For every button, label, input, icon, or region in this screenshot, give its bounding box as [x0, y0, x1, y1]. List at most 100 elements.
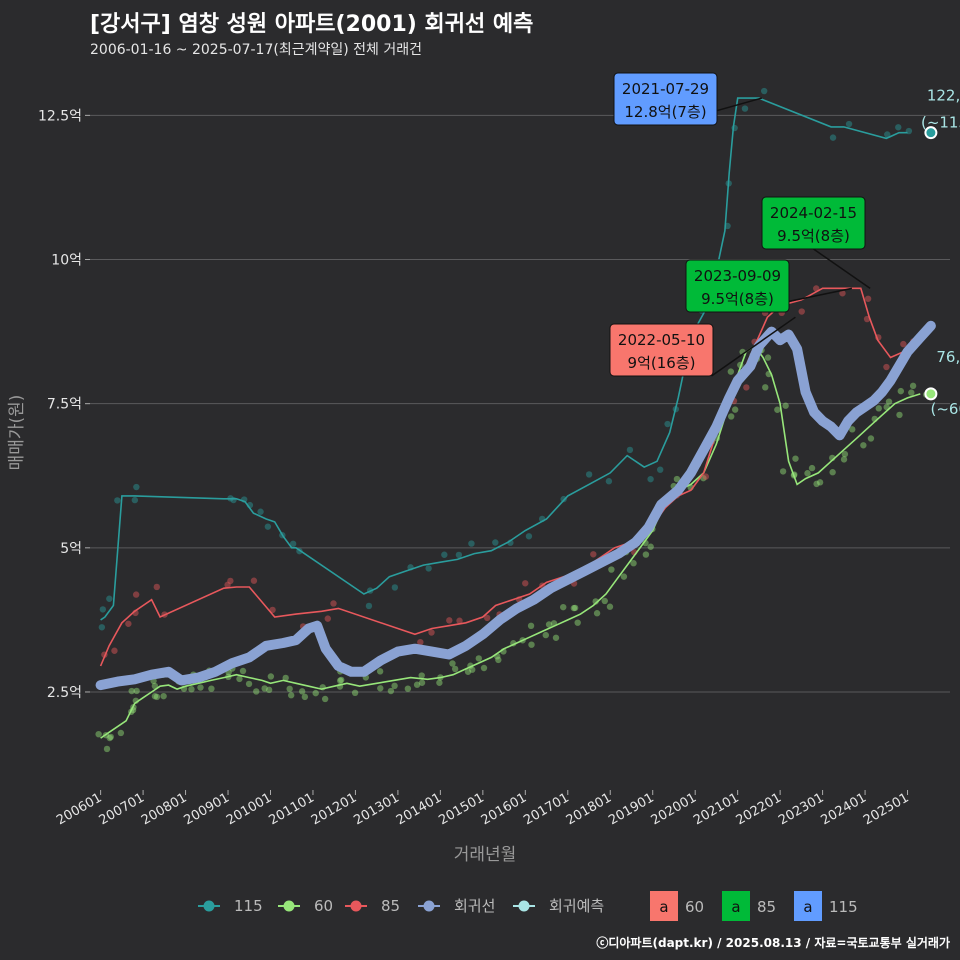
x-tick-label: 201001 — [224, 790, 274, 828]
scatter-point-60 — [312, 689, 319, 697]
end-value-label: 76,714 — [936, 348, 960, 366]
scatter-point-60 — [570, 604, 578, 612]
scatter-point-60 — [451, 665, 459, 673]
chart-title: [강서구] 염창 성원 아파트(2001) 회귀선 예측 — [90, 12, 534, 37]
scatter-point-60 — [542, 631, 549, 639]
scatter-point-85 — [798, 308, 805, 315]
scatter-point-115 — [605, 478, 613, 485]
annotation-date: 2021-07-29 — [622, 80, 709, 98]
scatter-point-60 — [860, 442, 867, 449]
scatter-point-115 — [133, 483, 140, 491]
scatter-point-115 — [626, 446, 634, 454]
scatter-point-115 — [656, 466, 664, 473]
legend-marker — [283, 900, 295, 912]
scatter-point-60 — [117, 729, 125, 737]
scatter-point-60 — [197, 684, 204, 691]
scatter-point-60 — [128, 687, 135, 695]
annotation-date: 2023-09-09 — [694, 267, 781, 285]
x-tick-label: 201201 — [309, 790, 359, 828]
scatter-point-60 — [592, 598, 599, 605]
regression-line — [95, 320, 936, 691]
scatter-point-115 — [99, 606, 107, 613]
scatter-point-60 — [731, 406, 739, 413]
scatter-point-115 — [264, 523, 272, 530]
credit-line: ⓒ디아파트(dapt.kr) / 2025.08.13 / 자료=국토교통부 실… — [596, 936, 950, 950]
legend-label: 60 — [314, 897, 333, 915]
scatter-point-60 — [464, 668, 472, 675]
legend-box-label: 115 — [829, 898, 858, 916]
scatter-point-60 — [387, 687, 395, 695]
scatter-point-60 — [528, 641, 535, 648]
scatter-point-60 — [774, 406, 781, 413]
scatter-point-60 — [103, 745, 111, 753]
annotation-box — [761, 196, 866, 250]
scatter-point-60 — [253, 688, 260, 695]
scatter-point-115 — [391, 584, 399, 591]
legend-label: 85 — [381, 897, 400, 915]
legend-box-label: 60 — [685, 898, 704, 916]
scatter-point-60 — [287, 692, 295, 699]
x-tick-label: 201701 — [521, 790, 571, 828]
scatter-point-60 — [762, 384, 769, 391]
end-area-label: (~60㎡) — [931, 400, 960, 418]
legend-marker — [203, 900, 215, 912]
scatter-point-60 — [208, 685, 215, 692]
scatter-point-85 — [883, 363, 890, 371]
scatter-point-85 — [743, 384, 750, 391]
scatter-point-60 — [239, 667, 247, 675]
annotation-leader — [813, 248, 871, 289]
scatter-point-115 — [230, 496, 237, 504]
scatter-point-85 — [324, 615, 332, 622]
annotation-date: 2024-02-15 — [770, 204, 857, 222]
scatter-point-60 — [245, 680, 253, 688]
scatter-point-60 — [782, 402, 789, 409]
x-tick-label: 202501 — [861, 790, 911, 828]
legend-box-label: 85 — [757, 898, 776, 916]
scatter-point-60 — [377, 685, 384, 692]
scatter-point-60 — [593, 610, 601, 617]
scatter-point-60 — [647, 543, 654, 550]
x-tick-label: 201801 — [564, 790, 614, 828]
scatter-point-115 — [845, 120, 853, 128]
scatter-point-115 — [884, 131, 891, 138]
scatter-point-60 — [469, 666, 476, 673]
chart-subtitle: 2006-01-16 ~ 2025-07-17(최근계약일) 전체 거래건 — [90, 42, 422, 58]
scatter-point-85 — [590, 551, 597, 558]
end-area-label: (~115㎡) — [921, 114, 960, 132]
scatter-point-60 — [449, 660, 456, 667]
x-tick-label: 200701 — [97, 790, 147, 828]
x-tick-label: 201901 — [606, 790, 656, 828]
scatter-point-60 — [282, 674, 289, 682]
scatter-point-60 — [391, 682, 398, 690]
legend-box-glyph: a — [731, 898, 740, 916]
scatter-point-60 — [236, 675, 243, 683]
legend-box-swatch — [650, 891, 678, 921]
scatter-point-60 — [267, 673, 275, 680]
scatter-point-115 — [895, 124, 902, 131]
end-point-115 — [924, 126, 938, 140]
scatter-point-85 — [839, 290, 846, 297]
scatter-point-60 — [265, 686, 273, 694]
scatter-point-60 — [475, 655, 483, 662]
x-tick-label: 200601 — [54, 790, 104, 828]
annotation-box — [685, 259, 790, 313]
annotation-price: 9.5억(8층) — [777, 227, 850, 245]
x-tick-label: 202201 — [734, 790, 784, 828]
scatter-point-115 — [365, 602, 373, 610]
legend-label: 115 — [234, 897, 263, 915]
scatter-point-115 — [741, 105, 749, 112]
scatter-point-85 — [900, 340, 907, 348]
scatter-point-60 — [840, 456, 848, 463]
scatter-point-60 — [188, 686, 195, 693]
scatter-point-115 — [760, 87, 768, 95]
scatter-point-60 — [413, 681, 421, 688]
scatter-point-60 — [601, 597, 608, 605]
scatter-point-115 — [441, 551, 448, 558]
scatter-point-60 — [764, 354, 772, 361]
scatter-point-60 — [571, 604, 579, 612]
scatter-point-85 — [446, 617, 453, 624]
scatter-point-60 — [574, 619, 581, 626]
scatter-point-60 — [151, 693, 159, 700]
legend-marker — [423, 900, 435, 912]
scatter-point-60 — [727, 368, 735, 375]
